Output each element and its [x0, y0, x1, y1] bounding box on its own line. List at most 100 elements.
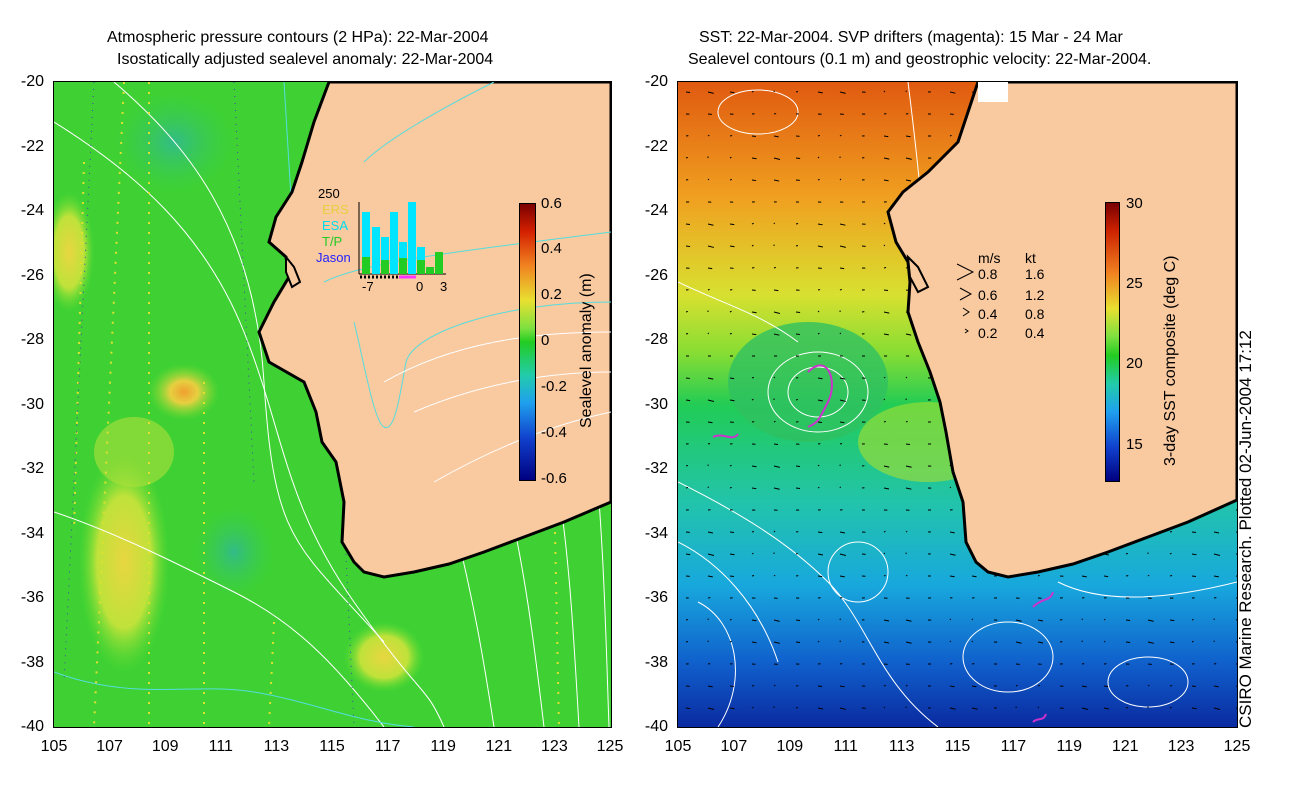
velocity-arrow [817, 134, 821, 137]
velocity-arrow [773, 157, 781, 160]
latitude-tick-label: -24 [20, 202, 44, 219]
velocity-arrow [773, 376, 776, 379]
velocity-arrow [817, 332, 820, 335]
velocity-arrow [795, 244, 799, 247]
velocity-arrow [883, 420, 886, 423]
velocity-arrow [707, 178, 710, 181]
velocity-arrow [971, 618, 974, 621]
velocity-arrow [707, 332, 710, 335]
velocity-arrow [883, 552, 886, 555]
sst-colorbar-label: 3-day SST composite (deg C) [1162, 255, 1179, 466]
velocity-arrow [751, 311, 757, 314]
velocity-arrow [839, 178, 842, 181]
velocity-arrow [1169, 531, 1173, 533]
velocity-arrow [1213, 707, 1221, 710]
longitude-tick-label: 113 [888, 738, 915, 755]
velocity-arrow [817, 91, 823, 94]
velocity-arrow [729, 464, 732, 467]
velocity-legend-ms: 0.8 [978, 266, 998, 282]
velocity-arrow [729, 707, 735, 710]
latitude-tick-label: -26 [644, 266, 668, 284]
sealevel-colorbar-tick: -0.4 [541, 424, 567, 441]
velocity-arrow [729, 377, 735, 380]
longitude-tick-label: 107 [720, 738, 748, 755]
longitude-tick-label: 107 [96, 738, 123, 755]
velocity-arrow [1125, 706, 1128, 709]
velocity-arrow [751, 398, 754, 401]
velocity-arrow [729, 245, 735, 248]
velocity-arrow [773, 443, 779, 445]
sst-colorbar-tick: 25 [1126, 275, 1143, 292]
longitude-tick-label: 109 [776, 738, 804, 755]
latitude-tick-label: -34 [644, 524, 668, 542]
velocity-arrow [905, 530, 908, 533]
velocity-arrow [773, 135, 779, 138]
velocity-arrow [685, 156, 688, 159]
velocity-arrow [839, 245, 846, 248]
inset-bar [362, 257, 370, 274]
velocity-arrow [1015, 684, 1018, 687]
velocity-arrow [773, 311, 781, 314]
velocity-arrow [883, 376, 886, 379]
velocity-arrow [1147, 619, 1154, 622]
velocity-arrow [817, 486, 820, 489]
velocity-arrow [751, 706, 754, 709]
velocity-arrow [773, 684, 776, 687]
velocity-arrow [1169, 641, 1175, 644]
velocity-arrow [883, 179, 889, 182]
velocity-arrow [1081, 685, 1087, 688]
velocity-arrow [1125, 552, 1128, 555]
velocity-arrow [905, 376, 908, 379]
latitude-tick-label: -24 [644, 202, 668, 219]
shark-bay [285, 254, 302, 289]
inset-xtick: -7 [362, 279, 374, 294]
sealevel-colorbar-tick: 0.2 [541, 286, 562, 303]
velocity-arrow [1147, 684, 1150, 687]
velocity-arrow [795, 552, 799, 555]
anomaly-high-eddy [149, 364, 219, 420]
velocity-arrow [839, 399, 846, 402]
velocity-arrow [729, 223, 735, 226]
longitude-tick-label: 119 [1056, 738, 1083, 755]
velocity-arrow [685, 310, 689, 313]
masked-cloud-area [978, 82, 1008, 102]
inset-ymax-label: 250 [318, 186, 340, 201]
velocity-arrow [1169, 619, 1175, 622]
anomaly-high-west [54, 192, 94, 312]
velocity-arrow [1235, 553, 1237, 555]
longitude-tick-label: 121 [485, 738, 513, 755]
velocity-arrow [729, 178, 733, 181]
velocity-arrow [905, 619, 912, 622]
sst-map-svg [678, 82, 1237, 727]
velocity-legend-ms: 0.2 [978, 325, 998, 341]
velocity-arrow [1081, 575, 1087, 578]
inset-bar [408, 202, 416, 274]
velocity-arrow [883, 487, 890, 490]
velocity-arrow [729, 156, 732, 159]
velocity-arrow [707, 421, 713, 424]
latitude-tick-label: -28 [20, 331, 44, 348]
velocity-arrow [839, 685, 845, 688]
velocity-arrow [839, 134, 842, 137]
velocity-arrow [685, 640, 689, 643]
velocity-arrow [883, 706, 886, 709]
latitude-tick-label: -40 [20, 718, 44, 735]
velocity-arrow [905, 641, 912, 644]
velocity-arrow [729, 553, 735, 556]
inset-legend-tp: T/P [322, 234, 343, 249]
longitude-tick-label: 105 [664, 738, 692, 755]
velocity-arrow [1191, 618, 1194, 621]
velocity-arrow [817, 685, 823, 688]
velocity-arrow [773, 420, 776, 423]
velocity-arrow [729, 399, 735, 402]
velocity-arrow [1191, 640, 1194, 643]
velocity-arrow [773, 289, 779, 292]
shark-bay-sst [906, 254, 930, 294]
velocity-arrow [949, 685, 955, 688]
velocity-arrow [971, 640, 974, 643]
longitude-tick-label: 123 [1167, 738, 1195, 755]
velocity-arrow [707, 377, 714, 380]
velocity-arrow [795, 157, 801, 160]
velocity-arrow [795, 465, 801, 468]
velocity-arrow [883, 684, 886, 687]
